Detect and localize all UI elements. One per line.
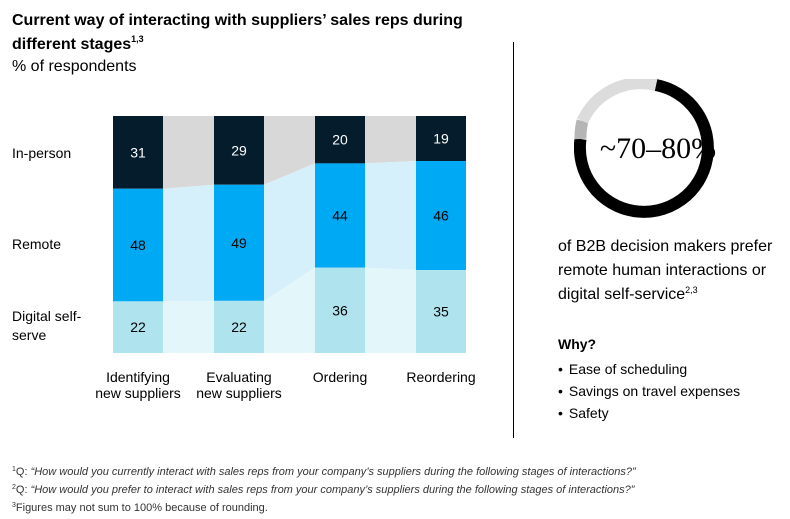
data-label-ordering-remote: 44: [332, 208, 348, 224]
chart-subtitle: % of respondents: [12, 58, 137, 75]
footnotes: 1Q: “How would you currently interact wi…: [12, 463, 782, 517]
chart-title-text: Current way of interacting with supplier…: [12, 12, 463, 53]
footnote-2-marker: 2: [12, 484, 16, 491]
stat-ring-light-arc: [577, 79, 658, 124]
connector-in-person: [163, 116, 214, 189]
data-label-ordering-digital-self-serve: 36: [332, 302, 348, 318]
bar-identifying-new-suppliers-in-person: [113, 116, 163, 189]
why-heading: Why?: [558, 336, 597, 352]
stat-footnote-ref: 2,3: [685, 285, 698, 295]
category-label-reordering: Reordering: [406, 369, 475, 385]
footnote-1: 1Q: “How would you currently interact wi…: [12, 463, 782, 481]
footnote-1-text: “How would you currently interact with s…: [30, 466, 636, 478]
bar-reordering-remote: [416, 161, 466, 271]
chart-title: Current way of interacting with supplier…: [12, 9, 482, 57]
data-label-evaluating-new-suppliers-in-person: 29: [231, 142, 247, 158]
category-label-identifying-new-suppliers: new suppliers: [95, 385, 181, 401]
footnote-3: 3Figures may not sum to 100% because of …: [12, 499, 782, 517]
data-label-reordering-digital-self-serve: 35: [433, 304, 449, 320]
big-stat-value: ~70–80%: [599, 132, 717, 165]
reasons-list: Ease of scheduling Savings on travel exp…: [558, 358, 740, 424]
category-label-identifying-new-suppliers: Identifying: [106, 369, 170, 385]
footnote-2-text: “How would you prefer to interact with s…: [30, 484, 635, 496]
stat-description-text: of B2B decision makers prefer remote hum…: [558, 238, 773, 303]
data-label-identifying-new-suppliers-remote: 48: [130, 237, 146, 253]
category-label-evaluating-new-suppliers: new suppliers: [196, 385, 282, 401]
data-label-reordering-remote: 46: [433, 208, 449, 224]
connector-digital-self-serve: [163, 300, 214, 353]
data-label-evaluating-new-suppliers-remote: 49: [231, 235, 247, 251]
row-label-in-person: In-person: [12, 145, 72, 161]
category-label-ordering: Ordering: [313, 369, 367, 385]
data-label-ordering-in-person: 20: [332, 132, 348, 148]
chart-title-footnote-ref: 1,3: [131, 34, 144, 44]
bar-evaluating-new-suppliers-digital-self-serve: [214, 300, 264, 353]
bar-identifying-new-suppliers-remote: [113, 188, 163, 302]
data-label-identifying-new-suppliers-digital-self-serve: 22: [130, 319, 146, 335]
bar-reordering-in-person: [416, 116, 466, 162]
connector-in-person: [365, 116, 416, 164]
bar-evaluating-new-suppliers-in-person: [214, 116, 264, 185]
reason-item: Ease of scheduling: [558, 358, 740, 380]
connector-remote: [264, 163, 315, 301]
row-label-remote: Remote: [12, 236, 62, 252]
stat-ring: [574, 79, 714, 218]
category-label-evaluating-new-suppliers: Evaluating: [206, 369, 271, 385]
connector-digital-self-serve: [365, 267, 416, 353]
bar-reordering-digital-self-serve: [416, 270, 466, 353]
connector-in-person: [264, 116, 315, 185]
footnote-2-prefix: Q:: [15, 484, 31, 496]
bar-ordering-in-person: [315, 116, 365, 164]
vertical-divider: [513, 42, 514, 438]
reason-item: Safety: [558, 402, 740, 424]
data-label-reordering-in-person: 19: [433, 131, 449, 147]
footnote-2: 2Q: “How would you prefer to interact wi…: [12, 481, 782, 499]
data-label-evaluating-new-suppliers-digital-self-serve: 22: [231, 319, 247, 335]
footnote-3-marker: 3: [12, 502, 16, 509]
data-label-identifying-new-suppliers-in-person: 31: [130, 144, 146, 160]
stat-ring-black-arc: [574, 79, 714, 218]
footnote-1-marker: 1: [12, 466, 16, 473]
bar-ordering-remote: [315, 163, 365, 268]
footnote-3-text: Figures may not sum to 100% because of r…: [15, 502, 268, 514]
connector-digital-self-serve: [264, 267, 315, 353]
bar-evaluating-new-suppliers-remote: [214, 184, 264, 301]
bar-ordering-digital-self-serve: [315, 267, 365, 353]
bar-identifying-new-suppliers-digital-self-serve: [113, 301, 163, 353]
row-label-digital-self-serve: Digital self-serve: [12, 308, 82, 343]
stat-description: of B2B decision makers prefer remote hum…: [558, 235, 783, 307]
footnote-1-prefix: Q:: [15, 466, 31, 478]
reason-item: Savings on travel expenses: [558, 380, 740, 402]
connector-remote: [365, 161, 416, 271]
connector-remote: [163, 184, 214, 302]
stat-ring-gray-arc: [574, 119, 589, 140]
